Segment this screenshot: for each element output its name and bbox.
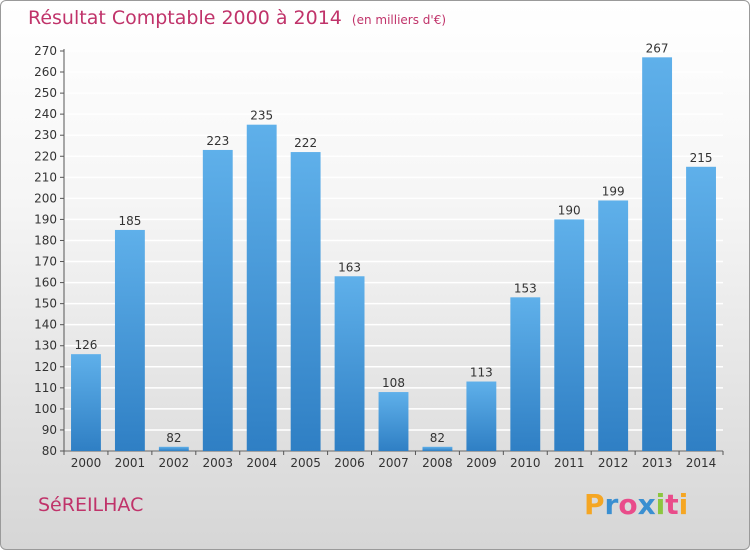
y-tick-label: 220 [34,149,57,163]
data-label: 126 [75,338,98,352]
y-tick-label: 120 [34,360,57,374]
x-tick-label: 2007 [378,456,409,470]
bar [334,276,365,451]
y-tick-label: 170 [34,255,57,269]
chart-title-unit: (en milliers d'€) [351,13,447,27]
axes: 80 90 100 110 120 130 140 150 160 170 180 190 200 210… [34,44,724,458]
bar [422,446,453,451]
y-tick-label: 100 [34,402,57,416]
x-tick-label: 2003 [202,456,233,470]
bar [202,149,233,451]
data-label: 215 [690,151,713,165]
y-tick-label: 250 [34,86,57,100]
y-tick-label: 240 [34,107,57,121]
logo-letter: x [637,488,656,521]
y-tick-label: 90 [42,423,57,437]
data-label: 82 [166,431,181,445]
x-tick-label: 2010 [510,456,541,470]
bar [290,152,321,452]
x-tick-label: 2005 [290,456,321,470]
y-tick-label: 230 [34,128,57,142]
bar [246,124,277,452]
data-label: 222 [294,136,317,150]
x-tick-label: 2014 [686,456,717,470]
proxiti-logo[interactable]: Proxiti [584,488,688,521]
y-tick-label: 150 [34,297,57,311]
bar [114,229,145,451]
x-tick-label: 2000 [71,456,102,470]
bar [466,381,497,451]
data-label: 267 [646,41,669,55]
y-tick-label: 270 [34,44,57,58]
data-label: 108 [382,376,405,390]
chart-title-main: Résultat Comptable 2000 à 2014 [28,7,342,29]
y-tick-label: 260 [34,65,57,79]
y-tick-label: 110 [34,381,57,395]
chart-title: Résultat Comptable 2000 à 2014 (en millie… [28,7,446,29]
bar [598,200,629,451]
bar [71,354,101,451]
labels: 2000 126 2001 185 2002 82 2003 223 2004 235 2005 22… [71,41,717,470]
y-tick-label: 130 [34,339,57,353]
bar [510,297,541,451]
x-tick-label: 2001 [115,456,146,470]
data-label: 190 [558,203,581,217]
commune-name: SéREILHAC [38,494,144,516]
y-tick-label: 190 [34,212,57,226]
y-tick-label: 160 [34,276,57,290]
y-tick-label: 200 [34,191,57,205]
logo-letter: o [618,488,638,521]
data-label: 82 [430,431,445,445]
bar [642,57,673,451]
data-label: 185 [118,214,141,228]
x-tick-label: 2006 [334,456,365,470]
logo-letter: r [604,488,619,521]
x-tick-label: 2002 [159,456,190,470]
y-tick-label: 80 [42,444,57,458]
logo-letter: P [584,488,605,521]
logo-letter: t [665,488,679,521]
data-label: 163 [338,260,361,274]
data-label: 235 [250,109,273,123]
data-label: 199 [602,184,625,198]
data-label: 153 [514,281,537,295]
y-tick-label: 140 [34,318,57,332]
x-tick-label: 2012 [598,456,629,470]
x-tick-label: 2008 [422,456,453,470]
x-tick-label: 2009 [466,456,497,470]
logo-letter: i [655,488,666,521]
x-tick-label: 2011 [554,456,585,470]
y-tick-label: 180 [34,233,57,247]
bar [158,446,189,451]
bar [686,166,716,451]
y-tick-label: 210 [34,170,57,184]
x-tick-label: 2004 [246,456,277,470]
bar [554,219,585,451]
x-tick-label: 2013 [642,456,673,470]
logo-letter: i [678,488,689,521]
bar [378,392,409,451]
bars [71,57,716,452]
data-label: 223 [206,134,229,148]
data-label: 113 [470,366,493,380]
